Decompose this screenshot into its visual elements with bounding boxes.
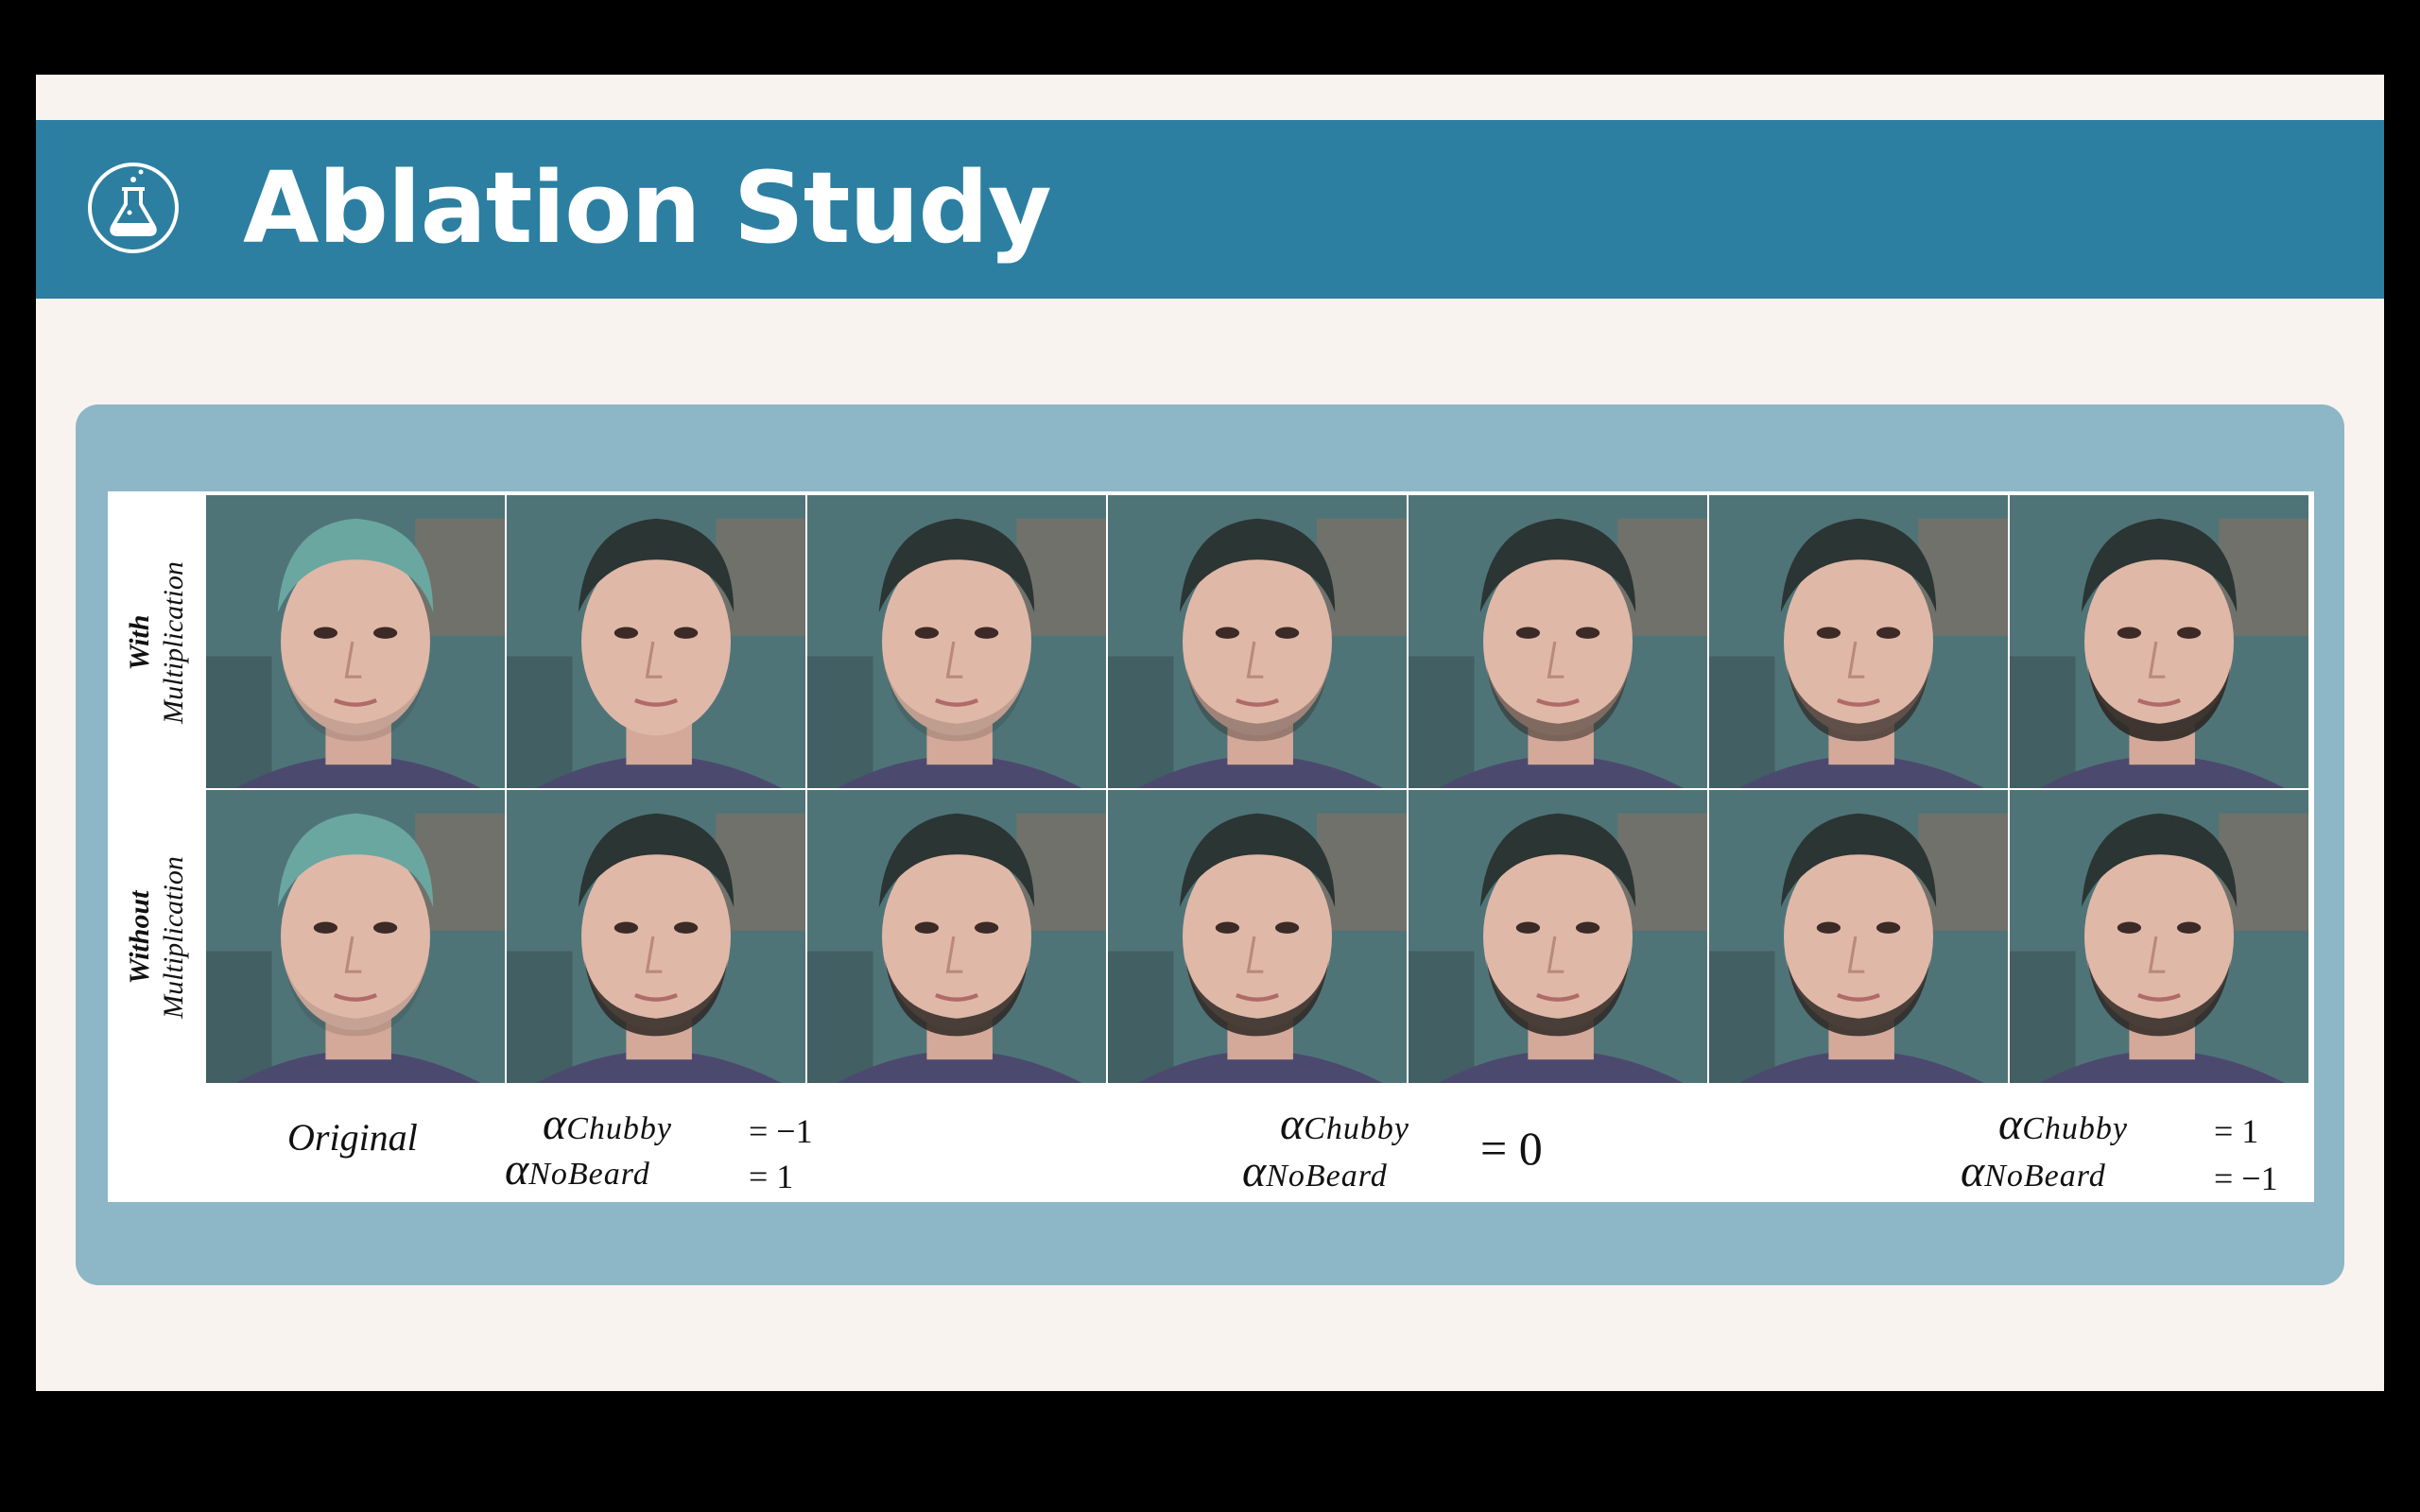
row-label-with: With Multiplication [108,495,206,790]
row-label-normal: Multiplication [158,856,189,1019]
row-label-bold: Without [124,890,155,985]
edited-face-image [2010,790,2308,1083]
original-face-image [206,495,505,788]
figure-panel: With Multiplication Without Multiplicati… [76,404,2344,1285]
face-grid [206,495,2310,1085]
original-face-image [206,790,505,1083]
edited-face-image [1108,790,1407,1083]
edited-face-image [507,495,805,788]
row-label-normal: Multiplication [158,561,189,724]
page-title: Ablation Study [243,150,1052,266]
edited-face-image [1409,790,1707,1083]
row-label-bold: With [124,614,155,671]
row-label-without: Without Multiplication [108,790,206,1085]
edited-face-image [1709,495,2008,788]
slide: Ablation Study With Multiplication Witho… [36,75,2384,1391]
edited-face-image [1709,790,2008,1083]
edited-face-image [807,495,1106,788]
edited-face-image [807,790,1106,1083]
edited-face-image [1409,495,1707,788]
slide-header: Ablation Study [36,120,2384,299]
edited-face-image [1108,495,1407,788]
ablation-figure: With Multiplication Without Multiplicati… [108,491,2314,1202]
caption-original: Original [287,1116,418,1159]
flask-icon [86,161,181,255]
edited-face-image [2010,495,2308,788]
edited-face-image [507,790,805,1083]
